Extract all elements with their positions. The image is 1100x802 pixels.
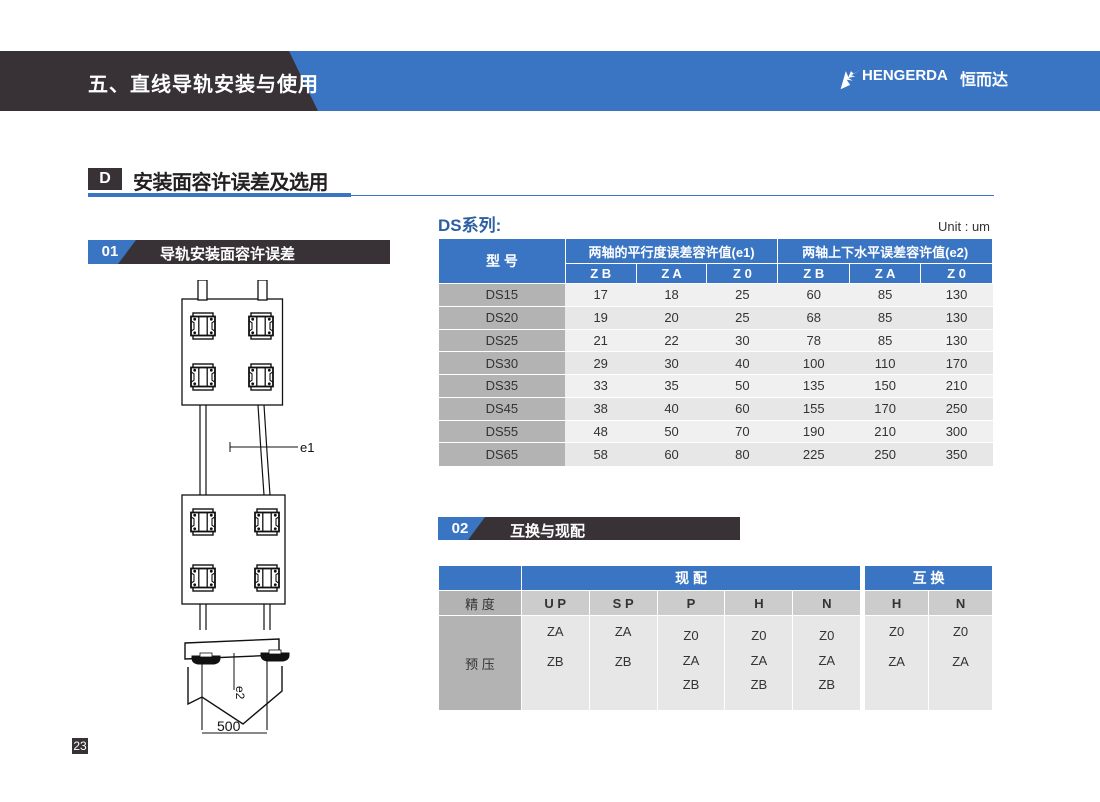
svg-text:500: 500 (217, 718, 241, 734)
svg-text:e1: e1 (300, 440, 314, 455)
svg-text:e2: e2 (233, 686, 247, 700)
